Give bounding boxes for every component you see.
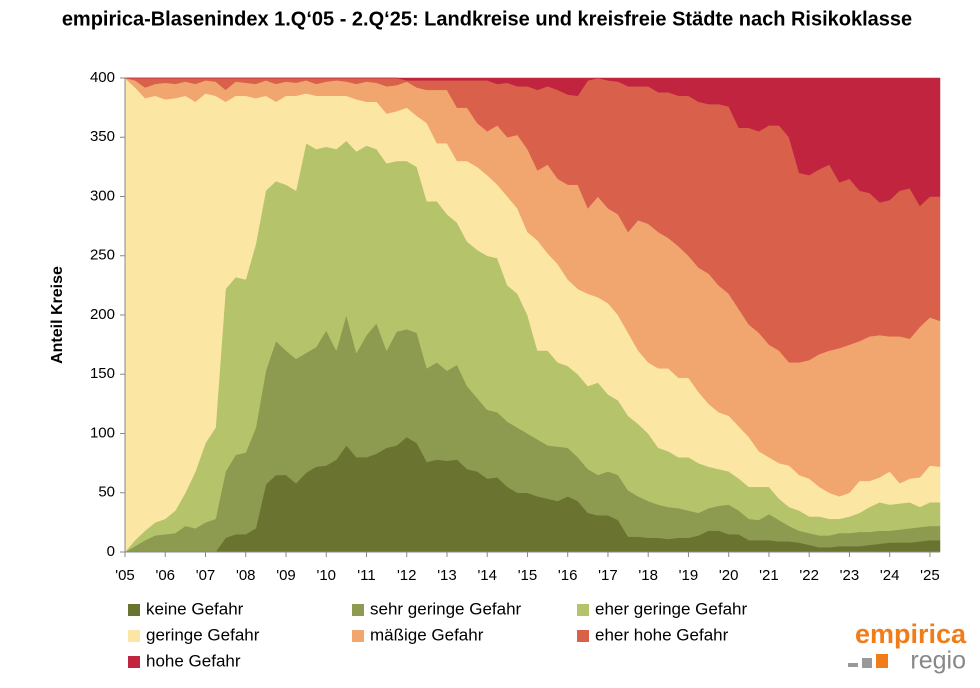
legend-label: mäßige Gefahr [370,625,484,644]
y-tick-label: 100 [90,424,115,441]
x-tick-label: '22 [799,567,819,584]
legend-swatch [128,630,140,642]
x-tick-label: '06 [155,567,175,584]
x-tick-label: '11 [357,567,375,584]
x-tick-label: '08 [236,567,256,584]
x-tick-label: '13 [437,567,457,584]
x-tick-label: '10 [316,567,336,584]
x-tick-label: '16 [558,567,578,584]
x-tick-label: '21 [759,567,779,584]
legend-label: geringe Gefahr [146,625,260,644]
legend-swatch [577,630,589,642]
x-tick-label: '23 [840,567,860,584]
y-tick-label: 400 [90,69,115,86]
logo: empirica regio [848,619,967,675]
y-tick-label: 200 [90,306,115,323]
legend-swatch [577,604,589,616]
legend-label: sehr geringe Gefahr [370,599,522,618]
legend-label: hohe Gefahr [146,651,241,670]
x-tick-label: '17 [598,567,618,584]
y-tick-label: 250 [90,247,115,264]
x-tick-label: '24 [880,567,900,584]
x-tick-label: '25 [920,567,940,584]
y-tick-label: 0 [107,543,115,560]
legend-label: keine Gefahr [146,599,244,618]
logo-square [862,658,872,668]
chart-title: empirica-Blasenindex 1.Q‘05 - 2.Q‘25: La… [62,8,912,30]
x-tick-label: '09 [276,567,296,584]
y-tick-label: 150 [90,365,115,382]
legend-label: eher hohe Gefahr [595,625,729,644]
x-tick-label: '20 [719,567,739,584]
x-tick-label: '12 [397,567,417,584]
logo-square [848,663,858,667]
x-tick-label: '18 [638,567,658,584]
y-tick-label: 350 [90,128,115,145]
y-tick-label: 50 [98,484,115,501]
legend-swatch [352,604,364,616]
legend-label: eher geringe Gefahr [595,599,747,618]
x-tick-label: '14 [477,567,497,584]
x-tick-label: '07 [196,567,216,584]
area [125,77,941,207]
x-tick-label: '15 [518,567,538,584]
x-tick-label: '05 [115,567,135,584]
x-tick-label: '19 [679,567,699,584]
logo-brand: empirica [855,619,967,649]
y-tick-label: 300 [90,187,115,204]
legend-swatch [128,604,140,616]
logo-square [876,654,888,668]
logo-sub: regio [910,647,966,675]
legend-swatch [352,630,364,642]
legend-swatch [128,656,140,668]
y-axis-label: Anteil Kreise [49,266,66,364]
